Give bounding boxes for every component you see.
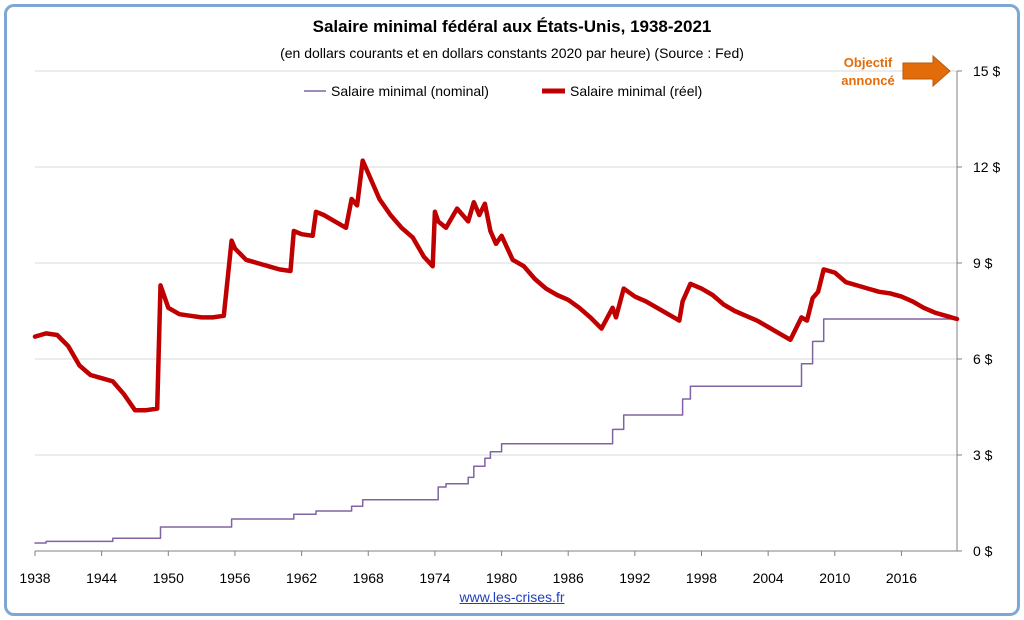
axes: [35, 71, 958, 552]
x-tick-label: 1998: [686, 570, 717, 586]
legend: Salaire minimal (nominal) Salaire minima…: [304, 83, 702, 99]
x-tick-label: 1980: [486, 570, 517, 586]
y-tick-label: 15 $: [973, 63, 1000, 79]
arrow-right-icon: [902, 54, 951, 88]
annotation-line1: Objectif: [844, 55, 893, 70]
x-tick-label: 1992: [619, 570, 650, 586]
target-annotation: Objectif annoncé: [841, 54, 951, 88]
legend-label-real: Salaire minimal (réel): [570, 83, 702, 99]
y-tick-label: 12 $: [973, 159, 1000, 175]
x-tick-label: 2016: [886, 570, 917, 586]
series-lines: [32, 158, 960, 544]
y-tick-label: 6 $: [973, 351, 993, 367]
chart-title: Salaire minimal fédéral aux États-Unis, …: [312, 17, 712, 36]
x-tick-label: 1968: [353, 570, 384, 586]
x-tick-label: 1962: [286, 570, 317, 586]
y-tick-labels: 0 $ 3 $ 6 $ 9 $ 12 $ 15 $: [957, 63, 1000, 559]
x-tick-label: 1986: [553, 570, 584, 586]
y-tick-label: 0 $: [973, 543, 993, 559]
x-tick-label: 1956: [219, 570, 250, 586]
x-tick-label: 1950: [153, 570, 184, 586]
chart-subtitle: (en dollars courants et en dollars const…: [280, 45, 744, 61]
x-tick-label: 2010: [819, 570, 850, 586]
x-tick-labels: 1938 1944 1950 1956 1962 1968 1974 1980 1986 1992…: [19, 551, 917, 586]
series-line-nominal: [34, 318, 958, 544]
y-tick-label: 3 $: [973, 447, 993, 463]
source-link[interactable]: www.les-crises.fr: [459, 589, 565, 605]
x-tick-label: 2004: [753, 570, 784, 586]
legend-label-nominal: Salaire minimal (nominal): [331, 83, 489, 99]
gridlines: [35, 70, 957, 456]
series-line-real: [32, 158, 960, 413]
x-tick-label: 1938: [19, 570, 50, 586]
x-tick-label: 1944: [86, 570, 117, 586]
y-tick-label: 9 $: [973, 255, 993, 271]
annotation-line2: annoncé: [841, 73, 894, 88]
x-tick-label: 1974: [419, 570, 450, 586]
